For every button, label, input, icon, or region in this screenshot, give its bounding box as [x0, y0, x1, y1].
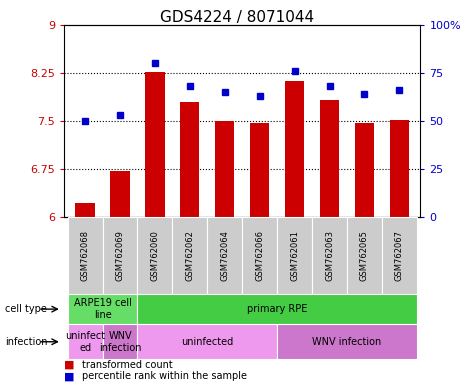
Bar — [145, 72, 164, 217]
Text: GSM762067: GSM762067 — [395, 230, 404, 281]
Text: ARPE19 cell
line: ARPE19 cell line — [74, 298, 132, 320]
Text: ■: ■ — [64, 360, 75, 370]
Bar — [215, 121, 234, 217]
Bar — [76, 203, 95, 217]
Bar — [312, 217, 347, 294]
Bar — [277, 324, 417, 359]
Text: transformed count: transformed count — [82, 360, 173, 370]
Bar — [285, 81, 304, 217]
Text: percentile rank within the sample: percentile rank within the sample — [82, 371, 247, 381]
Text: GSM762064: GSM762064 — [220, 230, 229, 281]
Bar — [180, 102, 200, 217]
Bar — [320, 101, 339, 217]
Bar — [355, 123, 374, 217]
Text: GSM762065: GSM762065 — [360, 230, 369, 281]
Text: infection: infection — [5, 337, 47, 347]
Text: cell type: cell type — [5, 304, 47, 314]
Text: WNV infection: WNV infection — [313, 337, 381, 347]
Bar — [67, 324, 103, 359]
Bar — [207, 217, 242, 294]
Bar — [67, 294, 137, 324]
Bar — [347, 217, 382, 294]
Text: GSM762062: GSM762062 — [185, 230, 194, 281]
Bar — [110, 171, 130, 217]
Text: GSM762063: GSM762063 — [325, 230, 334, 281]
Text: uninfect
ed: uninfect ed — [65, 331, 105, 353]
Text: GSM762068: GSM762068 — [81, 230, 90, 281]
Text: ■: ■ — [64, 371, 75, 381]
Bar — [103, 324, 137, 359]
Bar — [137, 324, 277, 359]
Text: GDS4224 / 8071044: GDS4224 / 8071044 — [161, 10, 314, 25]
Bar — [390, 120, 409, 217]
Text: uninfected: uninfected — [181, 337, 233, 347]
Text: GSM762069: GSM762069 — [115, 230, 124, 281]
Text: primary RPE: primary RPE — [247, 304, 307, 314]
Bar — [277, 217, 312, 294]
Bar — [250, 123, 269, 217]
Text: WNV
infection: WNV infection — [99, 331, 141, 353]
Text: GSM762061: GSM762061 — [290, 230, 299, 281]
Bar — [382, 217, 417, 294]
Bar — [242, 217, 277, 294]
Text: GSM762066: GSM762066 — [255, 230, 264, 281]
Bar — [137, 217, 172, 294]
Bar — [172, 217, 207, 294]
Text: GSM762060: GSM762060 — [151, 230, 160, 281]
Bar — [67, 217, 103, 294]
Bar — [103, 217, 137, 294]
Bar — [137, 294, 417, 324]
